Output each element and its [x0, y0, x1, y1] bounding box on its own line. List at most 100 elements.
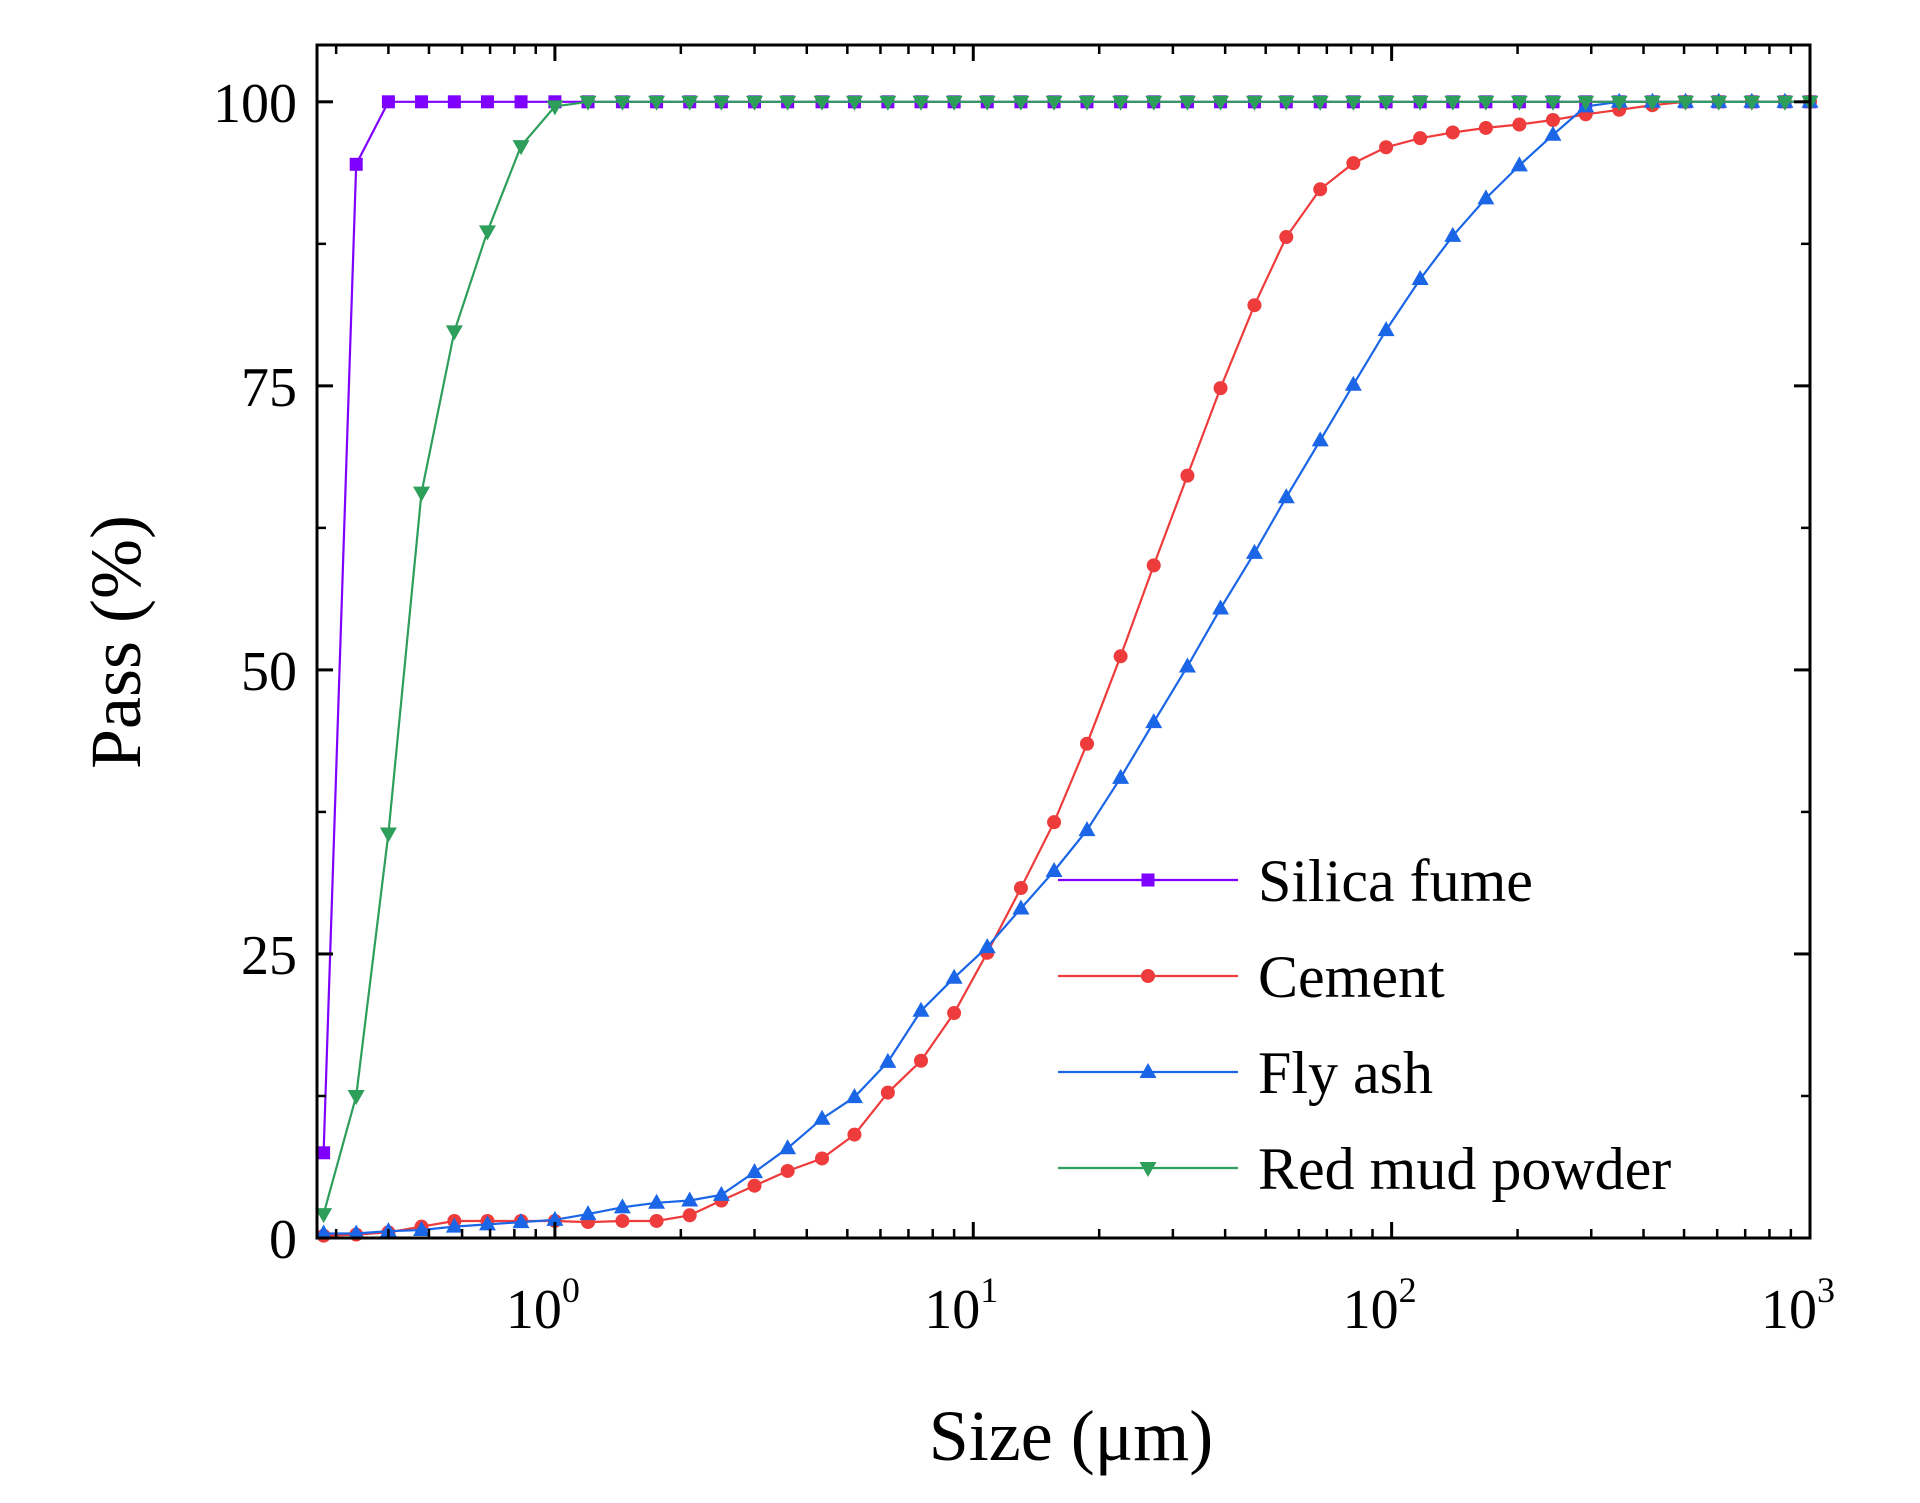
data-point-cement: [1079, 736, 1094, 751]
data-point-red-mud-powder: [712, 95, 730, 111]
data-point-cement: [1512, 117, 1527, 132]
data-point-red-mud-powder: [845, 95, 863, 111]
legend-label: Red mud powder: [1258, 1136, 1671, 1202]
data-point-cement: [847, 1127, 862, 1142]
data-point-cement: [649, 1213, 664, 1228]
x-tick-label: 103: [1761, 1270, 1835, 1341]
data-point-fly-ash: [579, 1205, 597, 1221]
data-point-cement: [1013, 881, 1028, 896]
data-point-cement: [1313, 182, 1328, 197]
data-point-cement: [1445, 125, 1460, 140]
data-point-fly-ash: [1212, 599, 1230, 615]
data-point-red-mud-powder: [1344, 95, 1362, 111]
data-point-silica-fume: [480, 95, 494, 109]
data-point-red-mud-powder: [1377, 95, 1395, 111]
data-point-red-mud-powder: [1411, 95, 1429, 111]
data-point-cement: [913, 1053, 928, 1068]
data-point-cement: [1146, 558, 1161, 573]
data-point-red-mud-powder: [1012, 95, 1030, 111]
series-line-silica-fume: [322, 100, 1810, 1153]
data-point-red-mud-powder: [1178, 95, 1196, 111]
data-point-red-mud-powder: [445, 325, 463, 341]
y-axis-title: Pass (%): [76, 515, 156, 769]
data-point-red-mud-powder: [413, 486, 431, 502]
data-point-fly-ash: [1012, 899, 1030, 915]
data-point-silica-fume: [415, 95, 429, 109]
data-point-red-mud-powder: [546, 100, 564, 116]
series-line-fly-ash: [323, 100, 1810, 1235]
y-tick-label: 100: [213, 73, 297, 135]
legend-marker: [1139, 1063, 1157, 1078]
data-point-fly-ash: [912, 1001, 930, 1017]
data-point-fly-ash: [945, 968, 963, 984]
data-point-fly-ash: [445, 1217, 463, 1233]
data-point-cement: [1213, 381, 1228, 396]
x-axis-title: Size (μm): [929, 1396, 1214, 1476]
data-point-cement: [815, 1151, 830, 1166]
data-point-cement: [615, 1213, 630, 1228]
data-point-red-mud-powder: [1277, 95, 1295, 111]
data-point-fly-ash: [1245, 543, 1263, 559]
data-point-fly-ash: [1112, 768, 1130, 784]
series-line-red-mud-powder: [322, 100, 1810, 1215]
data-point-red-mud-powder: [347, 1089, 365, 1105]
data-point-red-mud-powder: [1743, 95, 1761, 111]
legend-label: Silica fume: [1258, 848, 1533, 914]
data-point-red-mud-powder: [681, 95, 699, 111]
legend-marker: [1139, 1162, 1157, 1177]
data-point-fly-ash: [746, 1163, 764, 1179]
data-point-red-mud-powder: [1078, 95, 1096, 111]
legend-marker: [1141, 873, 1155, 887]
data-point-cement: [747, 1178, 762, 1193]
data-point-fly-ash: [978, 938, 996, 954]
data-point-cement: [1379, 140, 1394, 155]
data-point-fly-ash: [347, 1224, 365, 1240]
data-point-cement: [1545, 112, 1560, 127]
data-point-silica-fume: [349, 157, 363, 171]
data-point-red-mud-powder: [779, 95, 797, 111]
legend-marker: [1141, 969, 1155, 983]
data-point-cement: [780, 1163, 795, 1178]
data-point-cement: [1180, 468, 1195, 483]
data-point-cement: [682, 1208, 697, 1223]
series-layer: [315, 92, 1819, 1243]
data-point-fly-ash: [1145, 713, 1163, 729]
data-point-fly-ash: [1477, 189, 1495, 205]
data-point-silica-fume: [381, 95, 395, 109]
legend-item-red-mud-powder: Red mud powder: [1058, 1136, 1671, 1202]
y-tick-label: 0: [269, 1209, 297, 1271]
legend-item-fly-ash: Fly ash: [1058, 1040, 1433, 1106]
data-point-fly-ash: [1311, 431, 1329, 447]
data-point-silica-fume: [447, 95, 461, 109]
data-point-red-mud-powder: [1145, 95, 1163, 111]
data-point-red-mud-powder: [613, 95, 631, 111]
series-fly-ash: [315, 92, 1819, 1240]
data-point-red-mud-powder: [1112, 95, 1130, 111]
series-line-cement: [323, 100, 1810, 1237]
data-point-red-mud-powder: [1510, 95, 1528, 111]
data-point-red-mud-powder: [579, 95, 597, 111]
data-point-red-mud-powder: [648, 95, 666, 111]
data-point-fly-ash: [512, 1213, 530, 1229]
data-point-fly-ash: [681, 1191, 699, 1207]
data-point-fly-ash: [546, 1210, 564, 1226]
data-point-red-mud-powder: [1643, 95, 1661, 111]
data-point-fly-ash: [845, 1088, 863, 1104]
y-tick-label: 50: [241, 641, 297, 703]
data-point-red-mud-powder: [1311, 95, 1329, 111]
data-point-red-mud-powder: [1212, 95, 1230, 111]
data-point-red-mud-powder: [315, 1208, 333, 1224]
data-point-fly-ash: [1510, 156, 1528, 172]
data-point-red-mud-powder: [1045, 95, 1063, 111]
data-point-fly-ash: [712, 1185, 730, 1201]
x-tick-label: 102: [1343, 1270, 1417, 1341]
data-point-fly-ash: [613, 1198, 631, 1214]
data-point-fly-ash: [1411, 270, 1429, 286]
series-red-mud-powder: [315, 95, 1819, 1224]
legend: Silica fume Cement Fly ash Red mud powder: [1058, 848, 1671, 1202]
data-point-cement: [1413, 131, 1428, 146]
x-tick-label: 101: [924, 1270, 998, 1341]
data-point-red-mud-powder: [1477, 95, 1495, 111]
data-point-fly-ash: [1544, 125, 1562, 141]
data-point-red-mud-powder: [1245, 95, 1263, 111]
